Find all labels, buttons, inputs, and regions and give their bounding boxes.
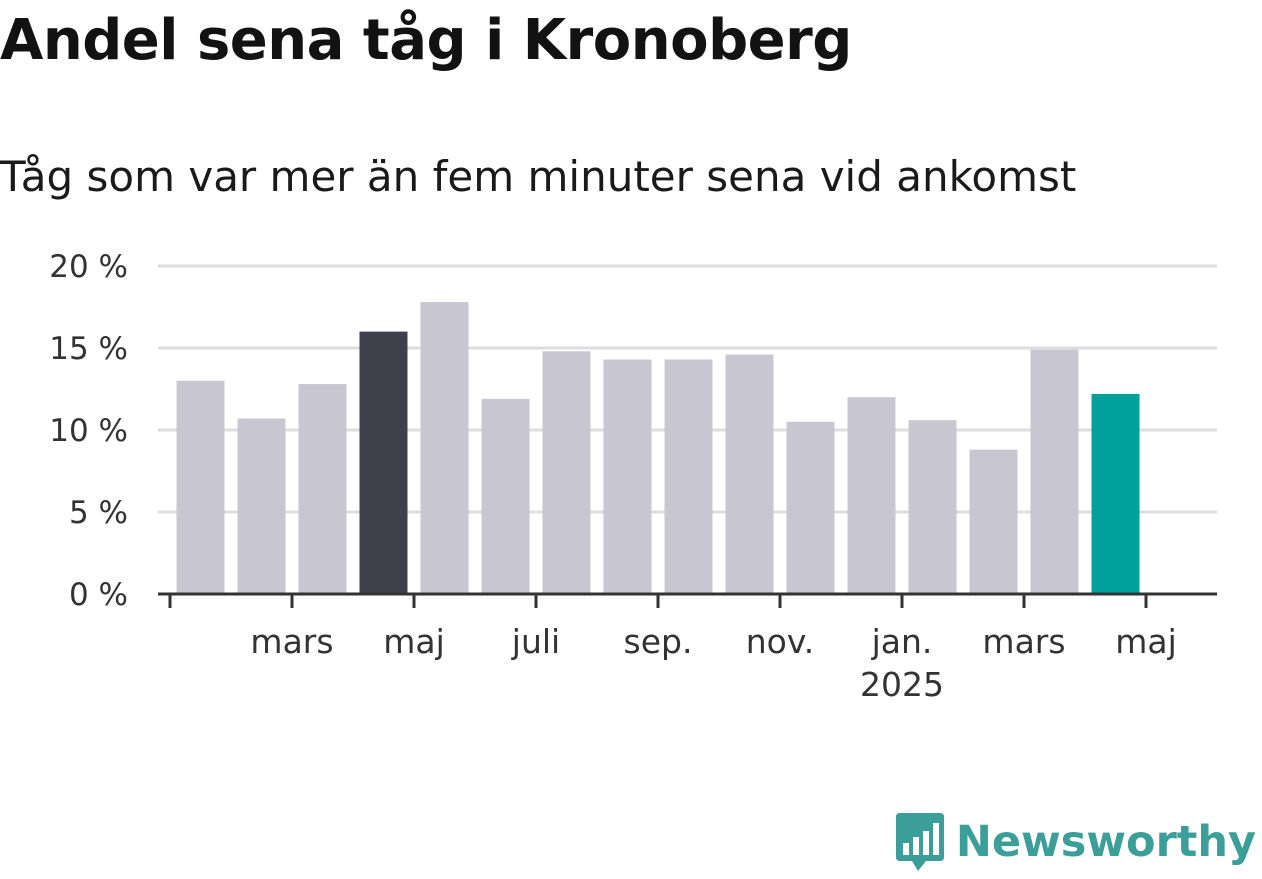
newsworthy-logo-icon [895, 813, 944, 871]
y-tick-label: 0 % [69, 577, 128, 613]
bar [969, 449, 1018, 594]
x-tick-label: mars [250, 622, 333, 661]
x-tick-year-label: 2025 [860, 665, 944, 704]
bar [725, 354, 774, 594]
bar [908, 420, 957, 594]
x-tick-label: jan. [871, 622, 933, 661]
bar [847, 397, 896, 594]
brand-logo: Newsworthy [894, 811, 1256, 873]
x-tick-label: sep. [624, 622, 693, 661]
bar [603, 359, 652, 594]
y-tick-label: 5 % [69, 495, 128, 531]
bar [1030, 349, 1079, 594]
x-tick-label: maj [1115, 622, 1177, 661]
y-tick-label: 10 % [49, 413, 128, 449]
x-tick-label: juli [511, 622, 560, 661]
bar [1091, 393, 1140, 594]
bar [298, 384, 347, 594]
bar [237, 418, 286, 594]
bar [664, 359, 713, 594]
y-tick-label: 20 % [49, 249, 128, 285]
x-tick-label: maj [383, 622, 445, 661]
bar [359, 331, 408, 594]
bar [481, 398, 530, 594]
y-tick-label: 15 % [49, 331, 128, 367]
x-tick-label: mars [982, 622, 1065, 661]
bar [542, 351, 591, 594]
x-tick-label: nov. [746, 622, 815, 661]
brand-name: Newsworthy [955, 817, 1256, 867]
chart-subtitle: Tåg som var mer än fem minuter sena vid … [0, 152, 1077, 201]
chart-title: Andel sena tåg i Kronoberg [0, 8, 852, 73]
bar [176, 380, 225, 594]
bar [786, 421, 835, 594]
bar [420, 302, 469, 594]
